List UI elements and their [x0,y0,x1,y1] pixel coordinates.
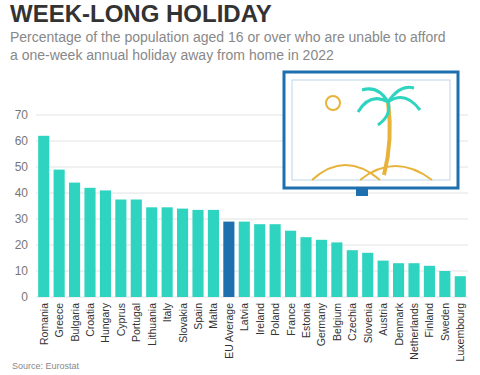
bar [84,188,95,297]
bar [54,170,65,297]
x-tick-label: Latvia [238,303,250,331]
y-tick-label: 70 [15,108,29,122]
x-tick-label: EU Average [223,303,235,359]
subtitle: Percentage of the population aged 16 or … [10,29,446,63]
bar [362,253,373,297]
y-tick-label: 50 [15,160,29,174]
screen [292,80,450,180]
x-tick-label: Cyprus [115,303,127,336]
source: Source: Eurostat [12,361,80,371]
x-tick-label: Estonia [300,303,312,338]
x-tick-label: Poland [269,303,281,336]
bar [146,207,157,297]
subtitle-line: Percentage of the population aged 16 or … [10,29,446,45]
bar [223,222,234,297]
y-tick-label: 10 [15,264,29,278]
x-tick-label: Belgium [331,303,343,341]
x-tick-label: Hungary [99,302,111,342]
bar [100,190,111,297]
bar [254,224,265,297]
x-tick-label: Spain [192,303,204,330]
bar [208,210,219,297]
monitor [284,72,458,188]
x-tick-label: Italy [161,302,173,322]
stand [356,188,368,196]
x-tick-label: Sweden [439,303,451,341]
bar [115,200,126,298]
bar [300,237,311,297]
bar [408,263,419,297]
x-tick-label: Ireland [254,303,266,335]
y-tick-label: 30 [15,212,29,226]
x-tick-label: Croatia [84,303,96,337]
sun [326,96,340,110]
bar [177,209,188,297]
bar [424,266,435,297]
subtitle-line: a one-week annual holiday away from home… [10,47,334,63]
x-tick-label: Netherlands [408,303,420,360]
x-tick-label: Austria [377,303,389,336]
x-tick-label: Greece [53,303,65,338]
bar [38,136,49,297]
x-tick-label: Finland [423,303,435,338]
bar [455,276,466,297]
y-tick-label: 20 [15,238,29,252]
y-tick-label: 60 [15,134,29,148]
bar [316,240,327,297]
x-tick-label: Romania [38,303,50,345]
chart: WEEK-LONG HOLIDAY Percentage of the popul… [0,0,480,375]
x-tick-label: Portugal [130,303,142,342]
x-tick-label: Lithuania [146,303,158,346]
x-tick-label: Slovenia [362,303,374,343]
bar [239,222,250,297]
bar [285,231,296,297]
y-tick-label: 0 [21,290,28,304]
hills [312,165,432,180]
bar [162,207,173,297]
y-tick-label: 40 [15,186,29,200]
icon [284,72,458,196]
bar [439,271,450,297]
bar [131,200,142,298]
bar [270,224,281,297]
x-tick-label: Czechia [346,303,358,341]
title: WEEK-LONG HOLIDAY [10,0,272,27]
x-tick-label: Luxembourg [454,303,466,362]
bar [331,242,342,297]
x-tick-label: Denmark [393,302,405,345]
leaves [358,87,420,125]
bar [393,263,404,297]
bar [347,250,358,297]
x-tick-label: Bulgaria [69,303,81,342]
bar [192,210,203,297]
bar [378,261,389,297]
x-tick-label: Malta [207,303,219,329]
bar [69,183,80,297]
x-tick-label: France [285,303,297,336]
x-tick-label: Slovakia [177,303,189,343]
x-tick-label: Germany [315,302,327,346]
